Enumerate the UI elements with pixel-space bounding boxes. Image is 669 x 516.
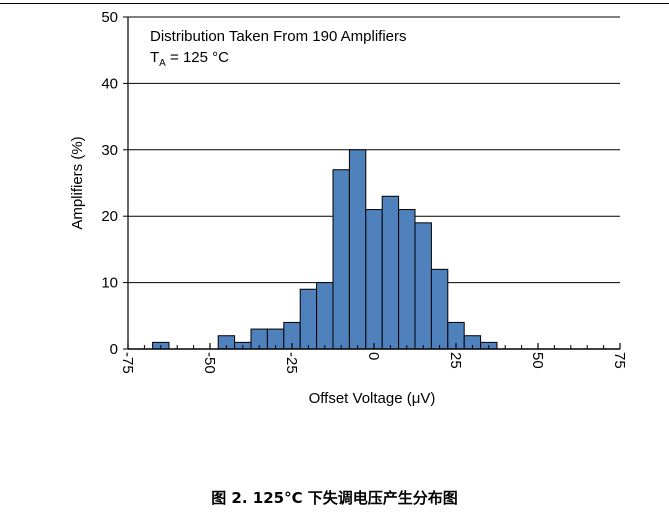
histogram-chart: 0 10 20 30 40 50 -75 -50 -25 0 25 50 75 Distributio… — [69, 9, 628, 407]
axes — [123, 16, 621, 350]
x-tick-label: -75 — [119, 352, 136, 374]
top-rule — [0, 3, 669, 4]
histogram-bar — [332, 169, 350, 350]
histogram-bar — [381, 195, 400, 350]
annotation-subscript: A — [159, 58, 166, 69]
histogram-bar — [398, 209, 416, 350]
x-tick-label: -50 — [201, 352, 218, 374]
x-axis-label: Offset Voltage (μV) — [309, 390, 436, 407]
y-tick-label: 40 — [101, 75, 118, 92]
annotation-temperature: = 125 °C — [166, 49, 229, 66]
x-tick-labels: -75 -50 -25 0 25 50 75 — [119, 352, 628, 374]
bar-group — [152, 149, 498, 350]
y-tick-label: 20 — [101, 208, 118, 225]
y-axis-label: Amplifiers (%) — [69, 136, 86, 229]
histogram-bar — [414, 222, 432, 350]
y-tick-label: 10 — [101, 275, 118, 292]
y-tick-label: 50 — [101, 9, 118, 26]
histogram-bar — [348, 149, 367, 350]
y-tick-label: 30 — [101, 142, 118, 159]
annotation-t: T — [150, 49, 159, 66]
annotation-line-1: Distribution Taken From 190 Amplifiers — [150, 28, 407, 45]
x-tick-label: -25 — [283, 352, 300, 374]
histogram-bar — [430, 268, 449, 350]
x-tick-label: 75 — [611, 352, 628, 369]
y-tick-labels: 0 10 20 30 40 50 — [101, 9, 118, 358]
x-tick-label: 25 — [447, 352, 464, 369]
histogram-bar — [299, 288, 318, 350]
x-tick-label: 50 — [529, 352, 546, 369]
annotation-line-2: TA = 125 °C — [150, 49, 229, 69]
histogram-bar — [365, 209, 383, 350]
y-tick-label: 0 — [110, 341, 118, 358]
figure-caption: 图 2. 125°C 下失调电压产生分布图 — [211, 489, 458, 507]
histogram-bar — [316, 282, 334, 350]
x-tick-label: 0 — [365, 352, 382, 360]
